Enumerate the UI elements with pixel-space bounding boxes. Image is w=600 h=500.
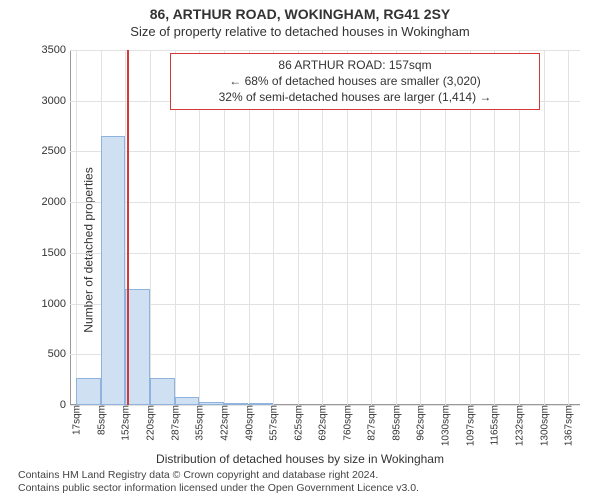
gridline-v	[544, 50, 545, 405]
x-tick-label: 1300sqm	[537, 405, 550, 446]
histogram-bar	[175, 397, 200, 405]
x-tick-label: 490sqm	[242, 405, 255, 441]
x-tick-label: 152sqm	[119, 405, 132, 441]
x-tick-label: 827sqm	[365, 405, 378, 441]
x-tick-label: 692sqm	[316, 405, 329, 441]
gridline-v	[76, 50, 77, 405]
y-axis-line	[70, 50, 71, 405]
gridline-h	[70, 151, 580, 152]
gridline-h	[70, 50, 580, 51]
histogram-bar	[249, 403, 273, 405]
y-tick-label: 2500	[42, 145, 70, 157]
gridline-h	[70, 202, 580, 203]
x-tick-label: 1232sqm	[512, 405, 525, 446]
x-tick-label: 1367sqm	[561, 405, 574, 446]
footer-line-2: Contains public sector information licen…	[18, 482, 582, 496]
histogram-bar	[101, 136, 125, 405]
x-tick-label: 1030sqm	[439, 405, 452, 446]
x-tick-label: 1097sqm	[463, 405, 476, 446]
property-marker-line	[127, 50, 129, 405]
infobox-line-3: 32% of semi-detached houses are larger (…	[177, 89, 533, 105]
infobox-line-1: 86 ARTHUR ROAD: 157sqm	[177, 57, 533, 73]
x-tick-label: 1165sqm	[488, 405, 501, 445]
attribution-footer: Contains HM Land Registry data © Crown c…	[18, 469, 582, 496]
x-tick-label: 355sqm	[193, 405, 206, 441]
y-tick-label: 0	[60, 399, 70, 411]
page-title: 86, ARTHUR ROAD, WOKINGHAM, RG41 2SY	[0, 0, 600, 22]
marker-info-box: 86 ARTHUR ROAD: 157sqm ← 68% of detached…	[170, 53, 540, 110]
y-tick-label: 1000	[42, 298, 70, 310]
gridline-h	[70, 253, 580, 254]
y-tick-label: 500	[48, 348, 70, 360]
y-tick-label: 3000	[42, 95, 70, 107]
x-tick-label: 962sqm	[414, 405, 427, 441]
x-tick-label: 220sqm	[144, 405, 157, 441]
x-tick-label: 85sqm	[94, 405, 107, 435]
histogram-bar	[150, 378, 174, 405]
footer-line-1: Contains HM Land Registry data © Crown c…	[18, 469, 582, 483]
x-axis-label: Distribution of detached houses by size …	[0, 452, 600, 466]
histogram-bar	[224, 403, 249, 405]
x-tick-label: 625sqm	[291, 405, 304, 441]
y-tick-label: 1500	[42, 247, 70, 259]
x-tick-label: 287sqm	[168, 405, 181, 441]
x-tick-label: 422sqm	[217, 405, 230, 441]
x-tick-label: 760sqm	[340, 405, 353, 441]
x-tick-label: 557sqm	[266, 405, 279, 441]
gridline-v	[150, 50, 151, 405]
y-tick-label: 2000	[42, 196, 70, 208]
histogram-bar	[76, 378, 101, 405]
gridline-v	[568, 50, 569, 405]
x-tick-label: 17sqm	[70, 405, 83, 435]
histogram-bar	[199, 402, 223, 405]
x-tick-label: 895sqm	[390, 405, 403, 441]
y-tick-label: 3500	[42, 44, 70, 56]
infobox-line-2: ← 68% of detached houses are smaller (3,…	[177, 73, 533, 89]
page-subtitle: Size of property relative to detached ho…	[0, 22, 600, 39]
